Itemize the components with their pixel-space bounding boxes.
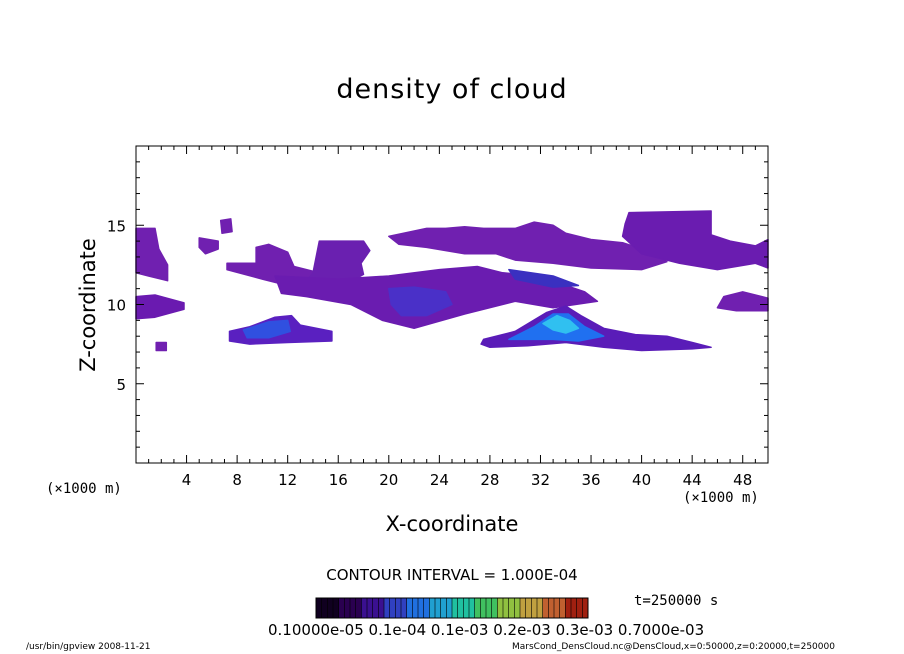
region-right-dots xyxy=(716,291,769,312)
x-tick-label: 28 xyxy=(480,471,499,489)
colorbar-cell xyxy=(321,598,328,618)
region-upper-right-box xyxy=(621,210,769,271)
x-tick-label: 8 xyxy=(232,471,242,489)
contour-interval-label: CONTOUR INTERVAL = 1.000E-04 xyxy=(326,566,578,584)
colorbar-cell xyxy=(361,598,368,618)
colorbar-cell xyxy=(554,598,561,618)
colorbar-cell xyxy=(378,598,385,618)
x-tick-label: 48 xyxy=(733,471,752,489)
x-tick-label: 40 xyxy=(632,471,651,489)
colorbar-cell xyxy=(435,598,442,618)
region-upper-left-blob xyxy=(198,237,219,255)
x-tick-label: 36 xyxy=(581,471,600,489)
region-upper-left-blob2 xyxy=(219,218,233,234)
colorbar-cell xyxy=(486,598,493,618)
colorbar-cell xyxy=(571,598,578,618)
colorbar-cell xyxy=(429,598,436,618)
colorbar-cell xyxy=(525,598,532,618)
colorbar-cell xyxy=(395,598,402,618)
colorbar-frame xyxy=(315,597,589,619)
colorbar-cell xyxy=(406,598,413,618)
colorbar-cell xyxy=(344,598,351,618)
region-lower-left-core xyxy=(242,319,291,339)
colorbar-cell xyxy=(497,598,504,618)
colorbar-cell xyxy=(582,598,589,618)
colorbar-cell xyxy=(389,598,396,618)
colorbar-cell xyxy=(565,598,572,618)
colorbar-cell xyxy=(503,598,510,618)
colorbar-cell xyxy=(355,598,362,618)
y-tick-label: 15 xyxy=(107,217,126,235)
colorbar-cell xyxy=(440,598,447,618)
colorbar-cell xyxy=(446,598,453,618)
colorbar-cell xyxy=(412,598,419,618)
axis-ticks xyxy=(136,146,768,463)
colorbar-cell xyxy=(576,598,583,618)
colorbar-cell xyxy=(367,598,374,618)
colorbar-cell xyxy=(333,598,340,618)
y-tick-label: 5 xyxy=(116,376,126,394)
colorbar xyxy=(315,597,589,619)
colorbar-cell xyxy=(401,598,408,618)
colorbar-cell xyxy=(520,598,527,618)
x-unit-label-left: (×1000 m) xyxy=(46,481,122,497)
x-tick-label: 16 xyxy=(329,471,348,489)
footer-left-text: /usr/bin/gpview 2008-11-21 xyxy=(26,642,151,652)
chart-title: density of cloud xyxy=(336,74,568,105)
colorbar-cell xyxy=(338,598,345,618)
region-left-edge-lower xyxy=(135,294,185,320)
colorbar-cell xyxy=(531,598,538,618)
colorbar-cell xyxy=(480,598,487,618)
y-axis-label: Z-coordinate xyxy=(76,238,100,372)
colorbar-cell xyxy=(548,598,555,618)
x-tick-label: 32 xyxy=(531,471,550,489)
colorbar-labels: 0.10000e-05 0.1e-04 0.1e-03 0.2e-03 0.3e… xyxy=(268,621,705,639)
colorbar-cell xyxy=(469,598,476,618)
region-mid-dark-streak xyxy=(508,268,580,288)
region-left-edge-upper xyxy=(135,227,169,282)
colorbar-cell xyxy=(372,598,379,618)
colorbar-cell xyxy=(327,598,334,618)
time-label: t=250000 s xyxy=(634,593,719,609)
region-left-small-a xyxy=(155,341,168,352)
colorbar-cell xyxy=(316,598,323,618)
x-tick-label: 20 xyxy=(379,471,398,489)
colorbar-cell xyxy=(423,598,430,618)
cloud-density-regions xyxy=(135,210,769,352)
x-tick-label: 4 xyxy=(182,471,192,489)
colorbar-cell xyxy=(457,598,464,618)
colorbar-cell xyxy=(452,598,459,618)
x-tick-label: 24 xyxy=(430,471,449,489)
region-lower-right-bright xyxy=(542,314,580,334)
x-axis-label: X-coordinate xyxy=(385,512,519,536)
x-tick-label: 44 xyxy=(683,471,702,489)
x-unit-label-right: (×1000 m) xyxy=(683,490,759,506)
colorbar-cell xyxy=(474,598,481,618)
colorbar-cell xyxy=(491,598,498,618)
colorbar-cell xyxy=(542,598,549,618)
region-central-blob-dark xyxy=(388,286,453,317)
region-lower-right-blob xyxy=(480,305,712,352)
colorbar-cell xyxy=(463,598,470,618)
colorbar-cell xyxy=(418,598,425,618)
y-tick-label: 10 xyxy=(107,297,126,315)
footer-right-text: MarsCond_DensCloud.nc@DensCloud,x=0:5000… xyxy=(512,642,835,652)
colorbar-cell xyxy=(384,598,391,618)
colorbar-cell xyxy=(350,598,357,618)
colorbar-cell xyxy=(537,598,544,618)
colorbar-cell xyxy=(514,598,521,618)
colorbar-cell xyxy=(559,598,566,618)
colorbar-cell xyxy=(508,598,515,618)
x-tick-label: 12 xyxy=(278,471,297,489)
